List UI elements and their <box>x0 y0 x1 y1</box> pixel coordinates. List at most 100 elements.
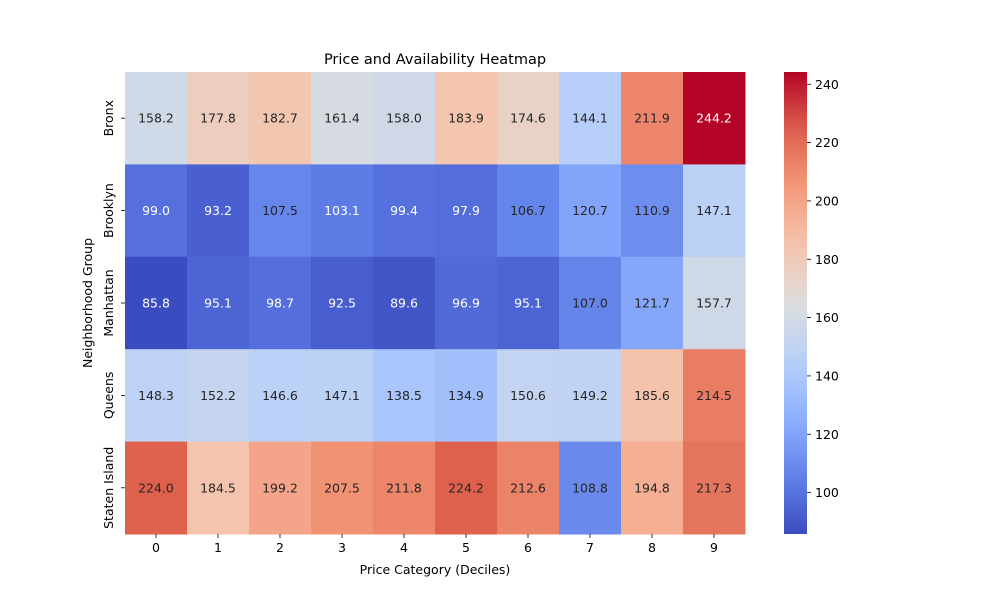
cell-value-label: 207.5 <box>324 480 360 495</box>
cell-value-label: 85.8 <box>142 296 170 311</box>
cell-value-label: 95.1 <box>514 296 542 311</box>
y-tick-label: Staten Island <box>101 447 116 529</box>
cell-value-label: 224.2 <box>448 480 484 495</box>
y-tick-label: Brooklyn <box>101 183 116 238</box>
cell-value-label: 108.8 <box>572 480 608 495</box>
cell-value-label: 177.8 <box>200 111 236 126</box>
heatmap-cell <box>621 349 684 443</box>
colorbar-tick-label: 140 <box>815 368 839 383</box>
heatmap-cell <box>311 164 374 258</box>
cell-value-label: 161.4 <box>324 111 360 126</box>
heatmap-cell <box>683 441 746 535</box>
colorbar-ticks: 100 120 140 160 180 200 220 240 <box>807 77 839 500</box>
cell-value-label: 96.9 <box>452 296 480 311</box>
y-tick-label: Queens <box>101 372 116 420</box>
cell-value-label: 103.1 <box>324 203 360 218</box>
x-tick-label: 2 <box>276 540 284 555</box>
colorbar-tick-label: 120 <box>815 427 839 442</box>
heatmap-cell <box>621 72 684 165</box>
heatmap-cell <box>435 72 498 165</box>
y-axis: Bronx Brooklyn Manhattan Queens Staten Islan… <box>101 100 125 529</box>
cell-value-label: 157.7 <box>696 296 732 311</box>
heatmap-cell <box>249 72 312 165</box>
cell-value-label: 194.8 <box>634 480 670 495</box>
colorbar-tick-label: 100 <box>815 485 839 500</box>
heatmap-cell <box>125 164 188 258</box>
heatmap-cell <box>497 256 560 350</box>
cell-value-label: 107.0 <box>572 296 608 311</box>
cell-value-label: 158.0 <box>386 111 422 126</box>
heatmap-cell <box>559 349 622 443</box>
heatmap-cell <box>621 441 684 535</box>
heatmap-cell <box>559 256 622 350</box>
y-axis-label: Neighborhood Group <box>80 238 95 368</box>
heatmap-cell <box>559 72 622 165</box>
cell-value-label: 138.5 <box>386 388 422 403</box>
heatmap-cell <box>497 349 560 443</box>
x-tick-label: 3 <box>338 540 346 555</box>
heatmap-cell <box>125 441 188 535</box>
y-tick-label: Manhattan <box>101 269 116 336</box>
heatmap-cell <box>249 164 312 258</box>
heatmap-cell <box>249 256 312 350</box>
cell-value-label: 144.1 <box>572 111 608 126</box>
heatmap-cell <box>559 164 622 258</box>
cell-value-label: 134.9 <box>448 388 484 403</box>
cell-value-label: 149.2 <box>572 388 608 403</box>
cell-value-label: 147.1 <box>696 203 732 218</box>
cell-value-label: 211.9 <box>634 111 670 126</box>
heatmap-cell <box>311 256 374 350</box>
x-tick-label: 5 <box>462 540 470 555</box>
cell-value-label: 182.7 <box>262 111 298 126</box>
colorbar-tick-label: 240 <box>815 77 839 92</box>
x-tick-label: 9 <box>710 540 718 555</box>
heatmap-cell <box>125 349 188 443</box>
x-tick-label: 4 <box>400 540 408 555</box>
cell-value-label: 92.5 <box>328 296 356 311</box>
cell-value-label: 150.6 <box>510 388 546 403</box>
y-tick-label: Bronx <box>101 100 116 136</box>
heatmap-cell <box>311 349 374 443</box>
cell-value-label: 147.1 <box>324 388 360 403</box>
x-tick-label: 1 <box>214 540 222 555</box>
heatmap-cell <box>373 349 436 443</box>
cell-value-label: 99.4 <box>390 203 418 218</box>
colorbar <box>784 72 807 534</box>
heatmap-cell <box>683 256 746 350</box>
cell-value-label: 224.0 <box>138 480 174 495</box>
heatmap-cell <box>187 72 250 165</box>
heatmap-cells: 158.2 177.8 182.7 161.4 158.0 183.9 174.6 144.1… <box>125 72 746 535</box>
cell-value-label: 212.6 <box>510 480 546 495</box>
heatmap-cell <box>435 256 498 350</box>
heatmap-cell <box>497 441 560 535</box>
heatmap-cell <box>435 164 498 258</box>
heatmap-cell <box>373 72 436 165</box>
colorbar-tick-label: 180 <box>815 252 839 267</box>
heatmap-cell <box>187 349 250 443</box>
heatmap-cell <box>187 441 250 535</box>
cell-value-label: 99.0 <box>142 203 170 218</box>
cell-value-label: 158.2 <box>138 111 174 126</box>
cell-value-label: 120.7 <box>572 203 608 218</box>
cell-value-label: 211.8 <box>386 480 422 495</box>
chart-title: Price and Availability Heatmap <box>324 52 546 68</box>
cell-value-label: 107.5 <box>262 203 298 218</box>
heatmap-cell <box>621 256 684 350</box>
heatmap-cell <box>683 72 746 165</box>
cell-value-label: 214.5 <box>696 388 732 403</box>
heatmap-cell <box>683 164 746 258</box>
cell-value-label: 97.9 <box>452 203 480 218</box>
cell-value-label: 244.2 <box>696 111 732 126</box>
heatmap-cell <box>187 256 250 350</box>
x-axis: 0 1 2 3 4 5 6 7 8 9 <box>152 534 718 555</box>
cell-value-label: 152.2 <box>200 388 236 403</box>
heatmap-cell <box>125 72 188 165</box>
cell-value-label: 110.9 <box>634 203 670 218</box>
x-tick-label: 8 <box>648 540 656 555</box>
colorbar-tick-label: 220 <box>815 135 839 150</box>
cell-value-label: 146.6 <box>262 388 298 403</box>
x-tick-label: 0 <box>152 540 160 555</box>
heatmap-cell <box>435 349 498 443</box>
cell-value-label: 174.6 <box>510 111 546 126</box>
